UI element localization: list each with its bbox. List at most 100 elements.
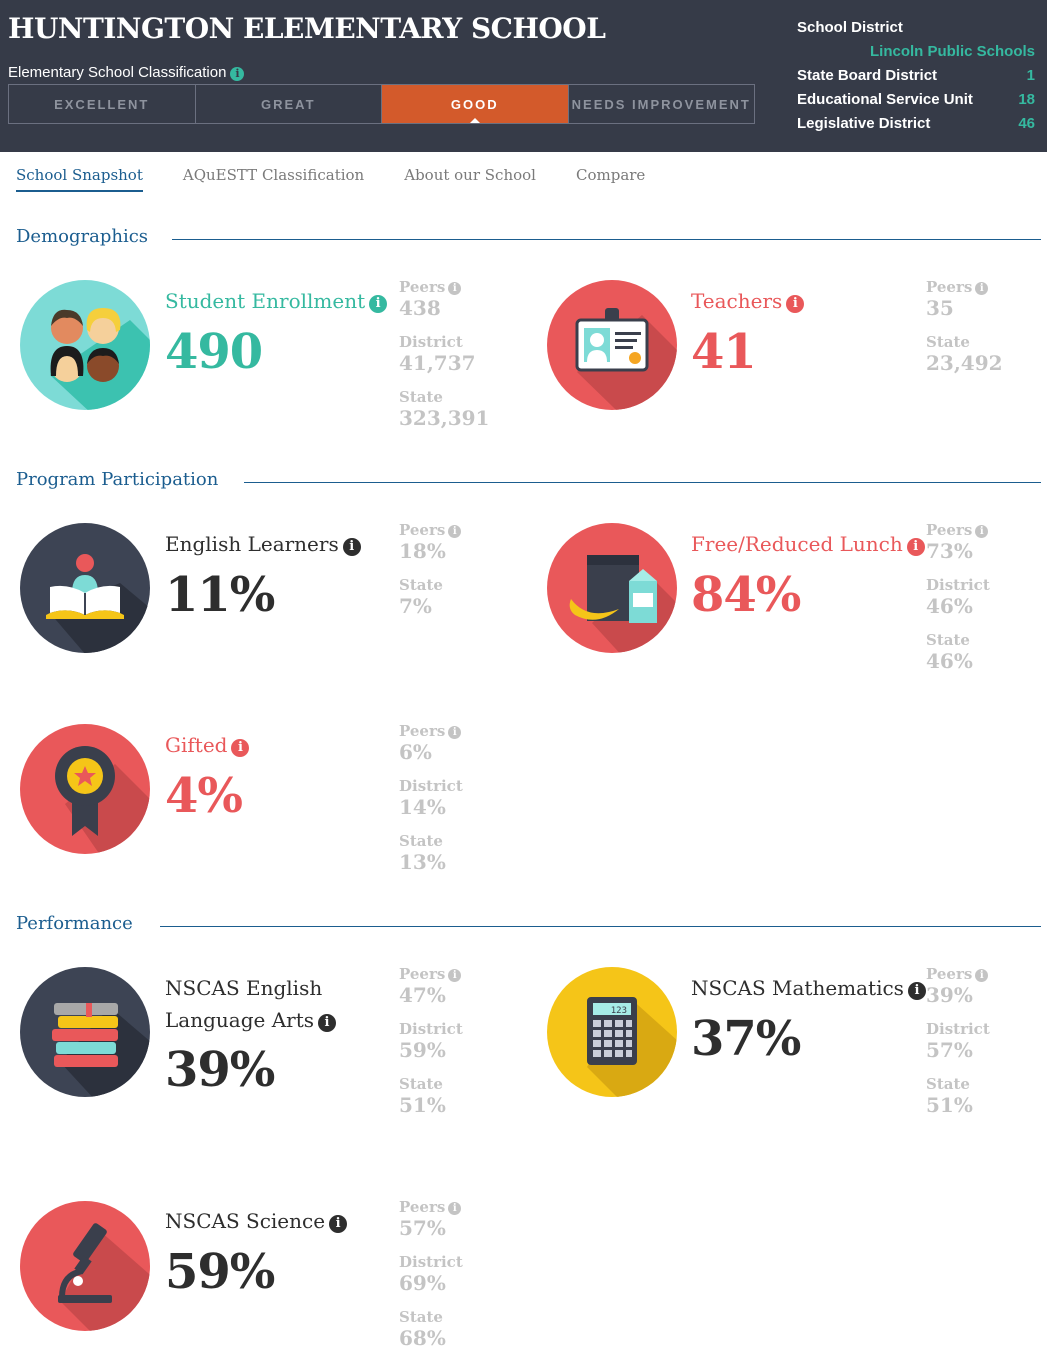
info-icon[interactable]: i	[318, 1014, 336, 1032]
science-value: 59%	[165, 1244, 275, 1300]
classification-label: Elementary School Classification i	[8, 64, 245, 81]
district-label: District	[399, 1020, 463, 1038]
english-learners-state: 7%	[399, 594, 432, 618]
peers-label: Peers	[399, 965, 446, 983]
state-label: State	[399, 1308, 443, 1326]
lunch-label: Free/Reduced Lunch i	[691, 528, 925, 560]
info-icon[interactable]: i	[975, 525, 989, 538]
enrollment-district: 41,737	[399, 351, 476, 375]
tab-compare[interactable]: Compare	[575, 166, 646, 184]
gifted-label-text: Gifted	[165, 733, 228, 757]
lunch-value: 84%	[691, 567, 801, 623]
info-icon[interactable]: i	[230, 67, 245, 81]
peers-label: Peers	[926, 521, 973, 539]
lunch-bag-icon	[547, 523, 677, 653]
classification-excellent: EXCELLENT	[9, 85, 196, 123]
esu-label: Educational Service Unit	[797, 91, 973, 108]
state-label: State	[399, 576, 443, 594]
info-icon[interactable]: i	[369, 295, 388, 313]
info-icon[interactable]: i	[975, 282, 989, 295]
tab-about-our-school[interactable]: About our School	[404, 166, 536, 184]
info-icon[interactable]: i	[448, 525, 462, 538]
tab-school-snapshot[interactable]: School Snapshot	[16, 166, 143, 192]
calculator-icon: 123	[547, 967, 677, 1097]
lunch-label-text: Free/Reduced Lunch	[691, 532, 903, 556]
classification-great: GREAT	[196, 85, 382, 123]
peers-label: Peers	[926, 965, 973, 983]
info-icon[interactable]: i	[907, 982, 926, 1000]
school-name: HUNTINGTON ELEMENTARY SCHOOL	[8, 12, 606, 45]
science-label: NSCAS Science i	[165, 1205, 348, 1237]
classification-good: GOOD	[382, 85, 569, 123]
district-info: School District Lincoln Public Schools S…	[797, 16, 1035, 136]
state-label: State	[399, 388, 443, 406]
peers-label: Peers	[399, 521, 446, 539]
science-label-text: NSCAS Science	[165, 1209, 326, 1233]
info-icon[interactable]: i	[906, 538, 925, 556]
section-divider	[244, 482, 1041, 483]
math-label: NSCAS Mathematics i	[691, 972, 926, 1004]
peers-label: Peers	[399, 1198, 446, 1216]
section-program-participation: Program Participation	[16, 469, 219, 490]
district-label: District	[399, 1253, 463, 1271]
ela-label-line1: NSCAS English	[165, 976, 323, 1000]
lunch-state: 46%	[926, 649, 973, 673]
school-header: HUNTINGTON ELEMENTARY SCHOOL Elementary …	[0, 0, 1047, 152]
teachers-peers: 35	[926, 296, 954, 320]
tab-bar: School Snapshot AQuESTT Classification A…	[16, 166, 685, 192]
section-divider	[172, 239, 1041, 240]
teachers-state: 23,492	[926, 351, 1003, 375]
teachers-value: 41	[691, 324, 757, 380]
legislative-label: Legislative District	[797, 115, 931, 132]
peers-label: Peers	[926, 278, 973, 296]
legislative-value: 46	[1018, 115, 1035, 132]
gifted-value: 4%	[165, 768, 243, 824]
science-peers: 57%	[399, 1216, 446, 1240]
english-learners-label: English Learners i	[165, 528, 361, 560]
state-board-value: 1	[1026, 67, 1035, 84]
info-icon[interactable]: i	[342, 538, 361, 556]
district-label: District	[399, 333, 463, 351]
book-stack-icon	[20, 967, 150, 1097]
math-district: 57%	[926, 1038, 973, 1062]
enrollment-label-text: Student Enrollment	[165, 289, 366, 313]
microscope-icon	[20, 1201, 150, 1331]
school-district-label: School District	[797, 19, 903, 36]
math-compare: Peers i 39% District 57% State 51%	[926, 965, 1046, 1130]
info-icon[interactable]: i	[786, 295, 805, 313]
info-icon[interactable]: i	[448, 1202, 462, 1215]
teachers-label: Teachers i	[691, 285, 805, 317]
science-compare: Peers i 57% District 69% State 68%	[399, 1198, 519, 1363]
ela-label-line2: Language Arts	[165, 1008, 314, 1032]
district-label: District	[926, 1020, 990, 1038]
info-icon[interactable]: i	[448, 969, 462, 982]
classification-needs-improvement: NEEDS IMPROVEMENT	[571, 96, 751, 112]
info-icon[interactable]: i	[448, 282, 462, 295]
ela-state: 51%	[399, 1093, 446, 1117]
teachers-compare: Peers i 35 State 23,492	[926, 278, 1046, 388]
english-learners-peers: 18%	[399, 539, 446, 563]
info-icon[interactable]: i	[231, 739, 250, 757]
reading-book-icon	[20, 523, 150, 653]
math-peers: 39%	[926, 983, 973, 1007]
info-icon[interactable]: i	[975, 969, 989, 982]
gifted-district: 14%	[399, 795, 446, 819]
award-ribbon-icon	[20, 724, 150, 854]
math-label-text: NSCAS Mathematics	[691, 976, 904, 1000]
students-icon	[20, 280, 150, 410]
enrollment-value: 490	[165, 324, 263, 380]
english-learners-label-text: English Learners	[165, 532, 339, 556]
section-demographics: Demographics	[16, 226, 149, 247]
info-icon[interactable]: i	[329, 1215, 348, 1233]
district-label: District	[926, 576, 990, 594]
ela-value: 39%	[165, 1042, 275, 1098]
tab-aquestt-classification[interactable]: AQuESTT Classification	[182, 166, 365, 184]
math-state: 51%	[926, 1093, 973, 1117]
enrollment-label: Student Enrollment i	[165, 285, 388, 317]
info-icon[interactable]: i	[448, 726, 462, 739]
state-label: State	[926, 1075, 970, 1093]
lunch-peers: 73%	[926, 539, 973, 563]
ela-district: 59%	[399, 1038, 446, 1062]
teachers-label-text: Teachers	[691, 289, 783, 313]
esu-value: 18	[1018, 91, 1035, 108]
